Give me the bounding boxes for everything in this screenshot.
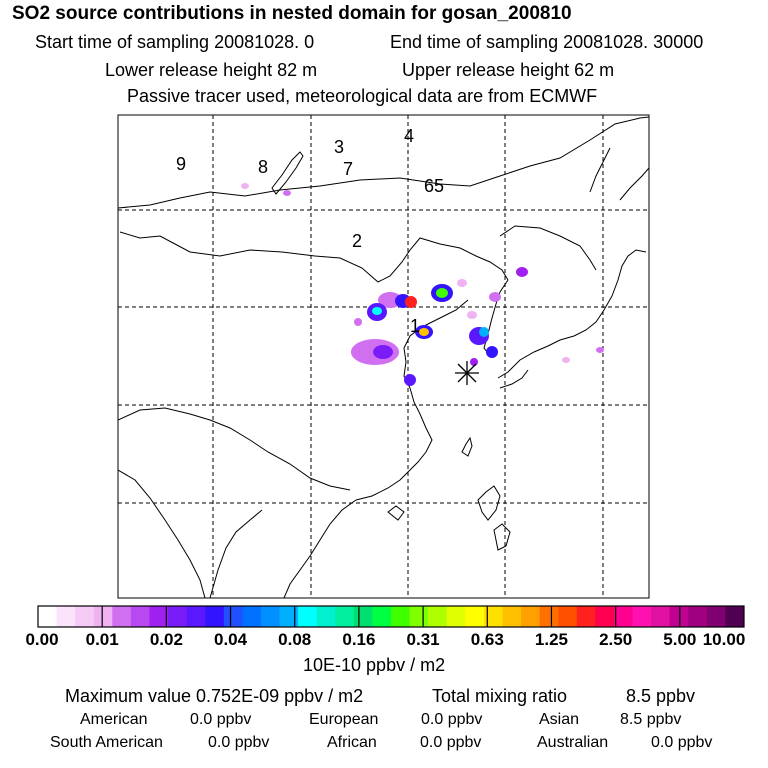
- colorbar-cell: [688, 606, 708, 627]
- colorbar-tick-label: 0.63: [470, 630, 504, 649]
- colorbar-cell: [706, 606, 726, 627]
- max-value: Maximum value 0.752E-09 ppbv / m2: [65, 686, 364, 706]
- colorbar-cell: [316, 606, 336, 627]
- region-label-4: 4: [404, 126, 414, 146]
- total-mixing-value: 8.5 ppbv: [626, 686, 696, 706]
- colorbar-cell: [75, 606, 95, 627]
- colorbar-cell: [168, 606, 188, 627]
- lower-release-height: Lower release height 82 m: [105, 60, 318, 80]
- colorbar-cell: [521, 606, 541, 627]
- region-label-2: 2: [352, 231, 362, 251]
- colorbar-cell: [353, 606, 373, 627]
- region-label-8: 8: [258, 157, 268, 177]
- colorbar-cell: [613, 606, 634, 627]
- colorbar-cell: [372, 606, 392, 627]
- colorbar: [37, 605, 745, 628]
- asian-label: Asian: [539, 711, 580, 728]
- coastlines: [118, 116, 649, 598]
- region-label-9: 9: [176, 154, 186, 174]
- colorbar-cell: [93, 606, 113, 627]
- gridlines: [118, 115, 649, 598]
- start-time: Start time of sampling 20081028. 0: [35, 32, 315, 52]
- south-american-value: 0.0 ppbv: [208, 734, 270, 751]
- colorbar-tick-label: 0.16: [342, 630, 376, 649]
- colorbar-cell: [38, 606, 58, 627]
- south-american-label: South American: [50, 734, 163, 751]
- colorbar-cell: [409, 606, 429, 627]
- colorbar-cell: [632, 606, 652, 627]
- region-label-1: 1: [410, 316, 420, 336]
- american-value: 0.0 ppbv: [190, 711, 252, 728]
- colorbar-cell: [725, 606, 745, 627]
- colorbar-tick-label: 0.08: [278, 630, 312, 649]
- colorbar-cell: [446, 606, 466, 627]
- colorbar-tick-label: 2.50: [599, 630, 633, 649]
- map-panel: 9 8 3 7 4 65 2 1: [117, 114, 650, 599]
- colorbar-tick-label: 0.01: [85, 630, 119, 649]
- african-label: African: [327, 734, 377, 751]
- colorbar-cell: [576, 606, 596, 627]
- chart-title: SO2 source contributions in nested domai…: [12, 3, 572, 24]
- colorbar-cell: [130, 606, 150, 627]
- concentration-field: [241, 183, 604, 386]
- colorbar-cell: [391, 606, 411, 627]
- upper-release-height: Upper release height 62 m: [402, 60, 615, 80]
- colorbar-tick-label: 0.02: [149, 630, 183, 649]
- colorbar-cell: [335, 606, 355, 627]
- colorbar-cell: [223, 606, 243, 627]
- total-mixing-label: Total mixing ratio: [432, 686, 568, 706]
- colorbar-cell: [242, 606, 262, 627]
- tracer-note: Passive tracer used, meteorological data…: [127, 86, 598, 106]
- region-label-3: 3: [334, 137, 344, 157]
- colorbar-tick-label: 1.25: [534, 630, 568, 649]
- colorbar-cell: [205, 606, 225, 627]
- african-value: 0.0 ppbv: [420, 734, 482, 751]
- region-label-7: 7: [343, 159, 353, 179]
- colorbar-cell: [428, 606, 448, 627]
- colorbar-cell: [595, 606, 615, 627]
- colorbar-cell: [483, 606, 503, 627]
- australian-label: Australian: [537, 734, 609, 751]
- colorbar-cell: [651, 606, 671, 627]
- colorbar-tick-label: 0.04: [213, 630, 248, 649]
- colorbar-cell: [502, 606, 522, 627]
- colorbar-tick-label: 0.00: [25, 630, 59, 649]
- colorbar-tick-label: 0.31: [406, 630, 440, 649]
- colorbar-cell: [279, 606, 299, 627]
- australian-value: 0.0 ppbv: [651, 734, 713, 751]
- colorbar-cell: [539, 606, 559, 627]
- asian-value: 8.5 ppbv: [620, 711, 682, 728]
- european-label: European: [309, 711, 379, 728]
- colorbar-units: 10E-10 ppbv / m2: [303, 655, 446, 675]
- colorbar-cell: [56, 606, 76, 627]
- colorbar-cell: [112, 606, 132, 627]
- colorbar-cell: [260, 606, 281, 627]
- colorbar-tick-label: 10.00: [702, 630, 746, 649]
- receptor-asterisk-icon: [455, 361, 479, 385]
- colorbar-cell: [298, 606, 318, 627]
- colorbar-cell: [186, 606, 206, 627]
- american-label: American: [80, 711, 148, 728]
- colorbar-cell: [558, 606, 578, 627]
- colorbar-cell: [149, 606, 169, 627]
- end-time: End time of sampling 20081028. 30000: [390, 32, 704, 52]
- colorbar-cell: [465, 606, 485, 627]
- european-value: 0.0 ppbv: [421, 711, 483, 728]
- region-label-65: 65: [424, 176, 444, 196]
- colorbar-tick-label: 5.00: [663, 630, 697, 649]
